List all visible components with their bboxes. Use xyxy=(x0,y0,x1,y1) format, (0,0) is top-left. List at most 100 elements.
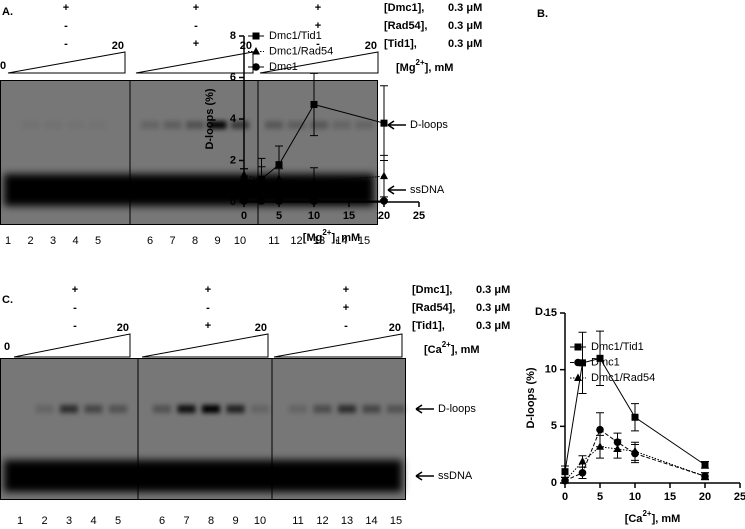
lane-number: 1 xyxy=(17,515,23,527)
dloop-band xyxy=(387,405,405,413)
label-part: [Ca xyxy=(424,344,443,356)
lane-number: 9 xyxy=(214,235,220,247)
lane-number: 1 xyxy=(5,235,11,247)
legend-label: Dmc1/Tid1 xyxy=(269,30,322,42)
marker xyxy=(561,468,569,476)
dloop-band xyxy=(186,121,204,129)
condition-mark: - xyxy=(316,38,320,50)
condition-mark: - xyxy=(64,20,68,32)
condition-mark: + xyxy=(205,320,211,332)
range-end: 20 xyxy=(240,40,252,52)
range-end: 20 xyxy=(117,322,129,334)
label-part: [Ca xyxy=(625,513,644,525)
gel-border xyxy=(0,358,406,500)
marker xyxy=(701,471,709,480)
condition-conc: 0.3 μM xyxy=(448,38,482,50)
condition-mark: + xyxy=(205,284,211,296)
marker xyxy=(240,170,248,179)
dloop-band xyxy=(35,405,54,413)
lane-number: 12 xyxy=(290,235,302,247)
legend-marker xyxy=(252,32,260,40)
condition-conc: 0.3 μM xyxy=(476,320,510,332)
lane-number: 9 xyxy=(232,515,238,527)
x-tick-label: 5 xyxy=(597,491,603,503)
range-end: 20 xyxy=(389,322,401,334)
marker xyxy=(596,425,604,434)
range-start: 0 xyxy=(4,341,10,353)
y-tick-label: 15 xyxy=(545,307,557,319)
x-tick-label: 25 xyxy=(413,210,425,222)
lane-number: 8 xyxy=(192,235,198,247)
dloop-band xyxy=(289,405,307,413)
condition-name: [Tid1], xyxy=(412,320,445,332)
x-tick-label: 25 xyxy=(734,491,745,503)
marker xyxy=(240,197,248,205)
y-tick-label: 4 xyxy=(230,113,237,125)
band-arrow xyxy=(415,404,434,414)
dloop-band xyxy=(89,121,107,129)
legend-marker xyxy=(574,358,582,367)
condition-name: [Dmc1], xyxy=(412,284,452,296)
band-label: D-loops xyxy=(410,119,448,131)
dloop-band xyxy=(84,405,103,413)
legend-label: Dmc1 xyxy=(269,61,298,73)
condition-mark: + xyxy=(193,2,199,14)
dloop-band xyxy=(208,121,227,129)
ssdna-band xyxy=(4,460,402,492)
marker xyxy=(578,456,587,465)
condition-name: [Dmc1], xyxy=(384,2,424,14)
x-tick-label: 15 xyxy=(343,210,355,222)
condition-mark: - xyxy=(206,302,210,314)
dloop-band xyxy=(332,121,351,129)
lane-number: 4 xyxy=(90,515,96,527)
band-arrow xyxy=(387,120,406,130)
legend-marker xyxy=(252,47,260,55)
lane-number: 14 xyxy=(365,515,377,527)
titration-wedge xyxy=(259,51,379,74)
panel-label: B. xyxy=(537,8,548,20)
lane-number: 14 xyxy=(335,235,347,247)
legend-label: Dmc1/Rad54 xyxy=(269,45,333,57)
x-tick-label: 0 xyxy=(241,210,247,222)
lane-number: 8 xyxy=(208,515,214,527)
dloop-band xyxy=(226,405,245,413)
dloop-band xyxy=(231,121,249,129)
condition-mark: + xyxy=(72,284,78,296)
condition-mark: + xyxy=(315,2,321,14)
marker xyxy=(380,119,388,127)
condition-mark: + xyxy=(315,20,321,32)
lane-number: 10 xyxy=(234,235,246,247)
dloop-band xyxy=(287,121,306,129)
label-part: ], mM xyxy=(425,62,454,74)
label-part: [Mg xyxy=(303,232,323,244)
range-start: 0 xyxy=(0,60,6,72)
marker xyxy=(631,446,639,455)
condition-mark: + xyxy=(343,284,349,296)
marker xyxy=(275,174,283,183)
x-tick-label: 20 xyxy=(378,210,390,222)
y-tick-label: 5 xyxy=(551,420,557,432)
label-part: ], mM xyxy=(331,232,360,244)
lane-number: 11 xyxy=(268,235,279,247)
dloop-band xyxy=(21,121,40,129)
axis-label: [Mg2+], mM xyxy=(303,228,360,244)
dloop-band xyxy=(109,405,127,413)
dloop-band xyxy=(67,121,85,129)
gel-border xyxy=(0,80,378,225)
lane-number: 3 xyxy=(50,235,56,247)
band-label: ssDNA xyxy=(410,184,445,196)
condition-mark: - xyxy=(344,320,348,332)
x-tick-label: 20 xyxy=(699,491,711,503)
dloop-band xyxy=(265,121,283,129)
dloop-band xyxy=(362,405,381,413)
titration-wedge xyxy=(135,51,254,74)
condition-conc: 0.3 μM xyxy=(476,302,510,314)
y-axis-label: D-loops (%) xyxy=(204,88,216,149)
lane-number: 13 xyxy=(341,515,353,527)
titration-wedge xyxy=(141,333,269,358)
panel-label: A. xyxy=(2,6,13,18)
condition-conc: 0.3 μM xyxy=(448,2,482,14)
lane-number: 12 xyxy=(316,515,328,527)
condition-name: [Tid1], xyxy=(384,38,417,50)
